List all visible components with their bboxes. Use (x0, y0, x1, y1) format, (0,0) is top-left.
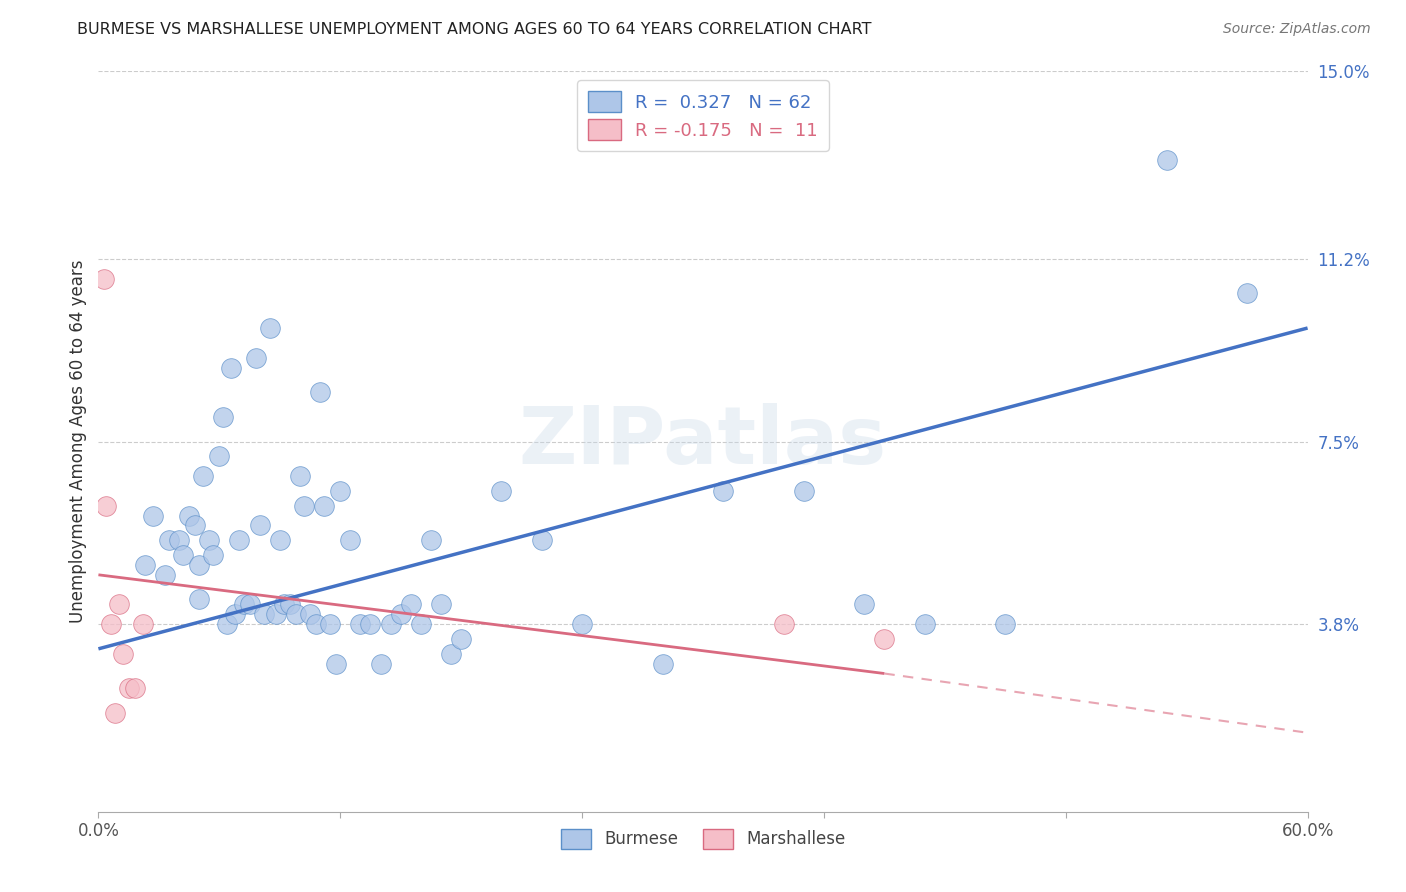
Point (111, 647, 134, 661)
Point (96, 499, 118, 513)
Point (269, 533, 291, 548)
Point (184, 518, 207, 533)
Point (208, 450, 231, 464)
Point (292, 499, 315, 513)
Point (232, 598, 254, 612)
Point (93, 271, 115, 285)
Point (142, 508, 165, 523)
Point (339, 533, 361, 548)
Point (305, 617, 328, 632)
Point (172, 548, 194, 562)
Point (249, 518, 271, 533)
Point (1156, 153, 1178, 168)
Point (389, 607, 412, 622)
Point (188, 592, 211, 607)
Point (994, 617, 1017, 632)
Point (1236, 286, 1258, 301)
Point (179, 508, 201, 523)
Y-axis label: Unemployment Among Ages 60 to 64 years: Unemployment Among Ages 60 to 64 years (69, 260, 87, 624)
Point (202, 548, 225, 562)
Point (651, 657, 673, 671)
Point (314, 499, 336, 513)
Point (107, 598, 129, 612)
Point (711, 483, 734, 498)
Point (193, 469, 215, 483)
Point (259, 321, 281, 335)
Point (380, 617, 402, 632)
Point (430, 598, 453, 612)
Point (239, 598, 262, 612)
Point (153, 567, 176, 582)
Point (325, 657, 347, 671)
Point (370, 657, 392, 671)
Point (409, 617, 432, 632)
Point (278, 598, 301, 612)
Point (100, 617, 122, 632)
Point (450, 632, 472, 646)
Point (571, 617, 593, 632)
Point (198, 533, 221, 548)
Point (118, 681, 141, 696)
Point (284, 607, 307, 622)
Point (134, 558, 156, 572)
Point (793, 483, 815, 498)
Point (530, 533, 553, 548)
Point (132, 617, 155, 632)
Point (299, 607, 322, 622)
Text: BURMESE VS MARSHALLESE UNEMPLOYMENT AMONG AGES 60 TO 64 YEARS CORRELATION CHART: BURMESE VS MARSHALLESE UNEMPLOYMENT AMON… (77, 22, 872, 37)
Point (349, 617, 371, 632)
Point (157, 533, 180, 548)
Point (873, 632, 896, 646)
Point (217, 617, 239, 632)
Point (399, 598, 422, 612)
Legend: Burmese, Marshallese: Burmese, Marshallese (554, 822, 852, 855)
Point (772, 617, 794, 632)
Point (253, 607, 276, 622)
Point (264, 607, 287, 622)
Point (221, 360, 243, 375)
Text: ZIPatlas: ZIPatlas (519, 402, 887, 481)
Point (319, 617, 342, 632)
Text: Source: ZipAtlas.com: Source: ZipAtlas.com (1223, 22, 1371, 37)
Point (491, 483, 513, 498)
Point (124, 681, 146, 696)
Point (167, 533, 190, 548)
Point (245, 351, 267, 365)
Point (273, 598, 295, 612)
Point (420, 533, 443, 548)
Point (212, 409, 235, 424)
Point (103, 706, 125, 720)
Point (329, 483, 352, 498)
Point (440, 647, 463, 661)
Point (228, 533, 250, 548)
Point (188, 558, 211, 572)
Point (914, 617, 936, 632)
Point (360, 617, 382, 632)
Point (288, 469, 311, 483)
Point (309, 385, 332, 400)
Point (224, 607, 246, 622)
Point (853, 598, 876, 612)
